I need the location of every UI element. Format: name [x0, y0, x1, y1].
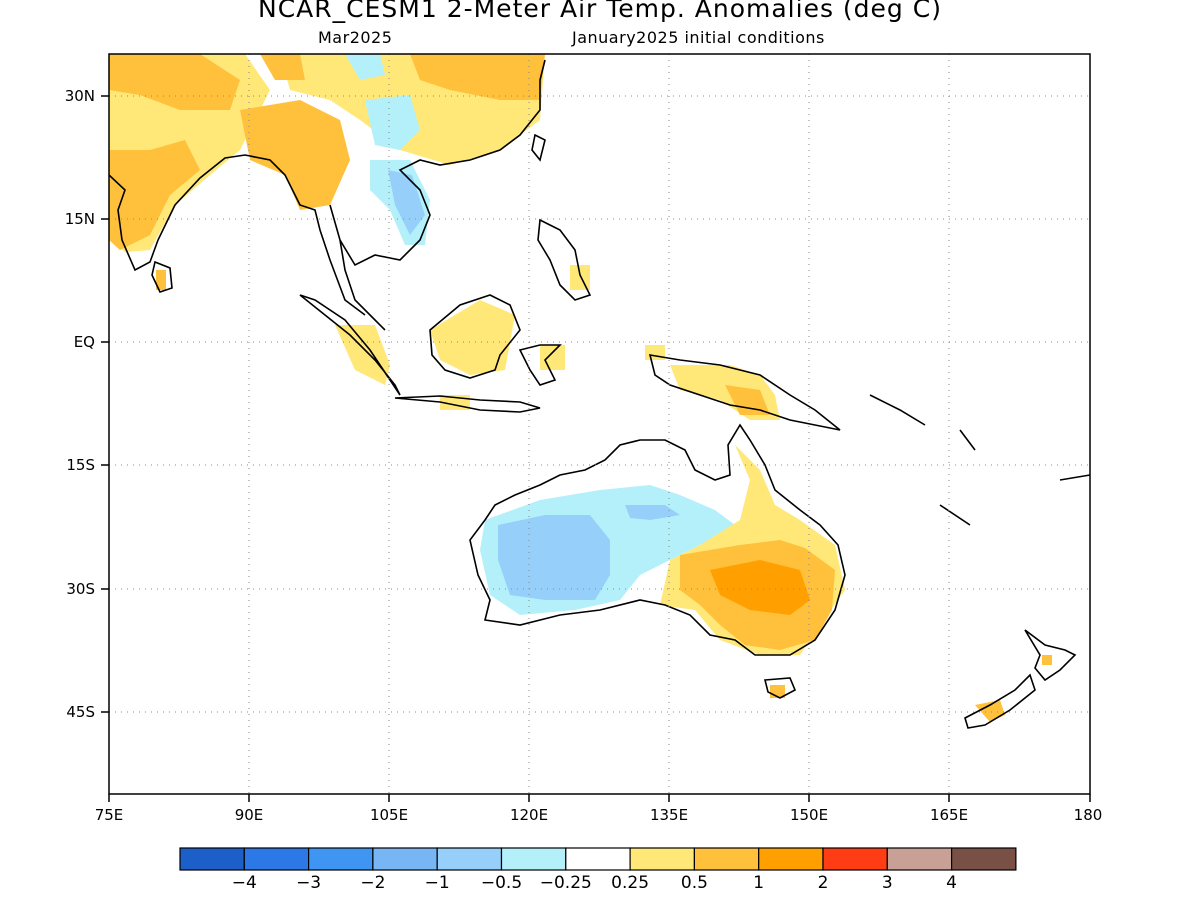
lat-tick-label: EQ — [74, 333, 95, 351]
colorbar-swatch — [565, 847, 631, 871]
coastlines — [109, 59, 1090, 729]
lon-tick-label: 180 — [1074, 806, 1103, 824]
coastline-philippines — [537, 218, 592, 301]
colorbar-swatch — [629, 847, 695, 871]
init-conditions-label: January2025 initial conditions — [572, 28, 825, 47]
coastline-pacific-islands — [869, 394, 1090, 526]
colorbar-swatch — [179, 847, 245, 871]
coastline-srilanka — [151, 260, 173, 293]
coastline-australia — [469, 423, 846, 656]
colorbar-label: 0.25 — [611, 873, 649, 893]
map-frame — [108, 53, 1091, 795]
coastline-newzealand-south — [964, 673, 1036, 729]
lat-tick-label: 30S — [66, 580, 95, 598]
lat-tick-label: 45S — [66, 703, 95, 721]
lon-tick-label: 120E — [510, 806, 548, 824]
anomaly-region-sulawesi — [540, 345, 565, 370]
anomaly-region-australia-e-core2 — [710, 560, 810, 615]
coastline-borneo — [429, 294, 521, 379]
lat-tick-labels: 30N 15N EQ 15S 30S 45S — [65, 87, 95, 721]
valid-month-label: Mar2025 — [318, 28, 393, 47]
lat-tick-label: 15S — [66, 456, 95, 474]
anomaly-region-philippines — [570, 265, 590, 290]
anomaly-region-india-core — [109, 140, 200, 250]
coastline-java — [394, 395, 541, 413]
colorbar-label: −0.5 — [481, 873, 522, 893]
colorbar-label: 2 — [818, 873, 829, 893]
graticule — [109, 54, 1090, 794]
lon-tick-label: 135E — [650, 806, 688, 824]
map-title: NCAR_CESM1 2-Meter Air Temp. Anomalies (… — [258, 0, 942, 23]
coastline-indochina — [329, 59, 546, 267]
colorbar-swatch — [243, 847, 310, 871]
colorbar-swatch — [693, 847, 760, 871]
lat-tick-label: 30N — [65, 87, 95, 105]
coastline-malay-peninsula — [339, 239, 386, 331]
coastline-newguinea — [648, 354, 841, 431]
colorbar-swatch — [372, 847, 438, 871]
anomaly-region-australia-n-cool — [625, 505, 680, 520]
colorbar-swatch — [822, 847, 888, 871]
anomaly-region-n-cool — [345, 54, 385, 80]
lon-tick-label: 90E — [235, 806, 264, 824]
anomaly-region-himalaya — [109, 54, 240, 110]
colorbar-swatch — [886, 847, 953, 871]
colorbar-label: −2 — [360, 873, 385, 893]
lon-tick-labels: 75E 90E 105E 120E 135E 150E 165E 180 — [95, 806, 1103, 824]
colorbar-swatch — [950, 847, 1017, 871]
colorbar-label: −0.25 — [540, 873, 592, 893]
coastline-sumatra — [299, 294, 401, 396]
anomaly-region-myanmar — [240, 100, 350, 210]
coastline-taiwan — [531, 133, 546, 162]
anomaly-region-newzealand — [975, 700, 1005, 722]
colorbar-label: 3 — [882, 873, 893, 893]
lon-tick-label: 150E — [790, 806, 828, 824]
axis-ticks — [101, 95, 1091, 802]
anomaly-region-newzealand-n — [1042, 655, 1052, 665]
colorbar-label: 1 — [753, 873, 764, 893]
lon-tick-label: 75E — [95, 806, 124, 824]
anomaly-region-tibet — [260, 54, 305, 80]
anomaly-region-yunnan-cool — [365, 95, 420, 150]
anomaly-region-borneo — [430, 300, 515, 375]
lon-tick-label: 105E — [370, 806, 408, 824]
colorbar: −4 −3 −2 −1 −0.5 −0.25 0.25 0.5 1 2 3 4 — [179, 847, 1017, 893]
colorbar-swatch — [758, 847, 824, 871]
colorbar-label: −3 — [296, 873, 321, 893]
coastline-tasmania — [763, 677, 797, 699]
colorbar-label: 0.5 — [681, 873, 708, 893]
coastline-sulawesi — [518, 344, 562, 386]
anomaly-shading — [109, 54, 1052, 722]
colorbar-label: −1 — [425, 873, 450, 893]
coastline-newzealand-north — [1024, 629, 1077, 682]
colorbar-swatch — [436, 847, 503, 871]
anomaly-region-newguinea-core — [725, 385, 770, 415]
colorbar-swatch — [308, 847, 374, 871]
lon-tick-label: 165E — [930, 806, 968, 824]
anomaly-region-australia-west-cool-core — [498, 515, 610, 600]
anomaly-region-sumatra — [335, 325, 390, 385]
colorbar-label: 4 — [946, 873, 957, 893]
colorbar-label: −4 — [232, 873, 257, 893]
anomaly-region-srilanka — [156, 270, 166, 290]
lat-tick-label: 15N — [65, 210, 95, 228]
coastline-india — [109, 154, 366, 316]
colorbar-swatch — [500, 847, 567, 871]
anomaly-region-china-core — [410, 54, 545, 100]
